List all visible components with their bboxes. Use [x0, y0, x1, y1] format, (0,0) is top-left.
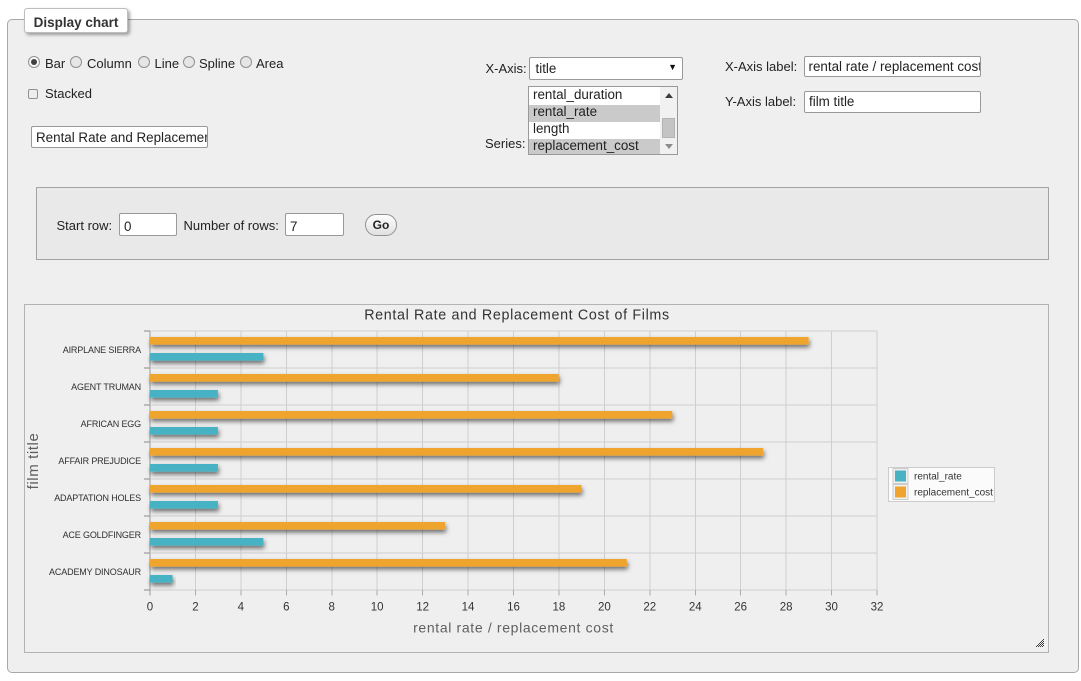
svg-text:30: 30 [825, 602, 838, 614]
svg-text:10: 10 [371, 602, 384, 614]
svg-text:AFRICAN EGG: AFRICAN EGG [81, 419, 142, 429]
svg-text:AIRPLANE SIERRA: AIRPLANE SIERRA [63, 345, 141, 355]
svg-text:6: 6 [283, 602, 289, 614]
svg-text:28: 28 [780, 602, 793, 614]
svg-text:14: 14 [462, 602, 475, 614]
svg-text:2: 2 [192, 602, 198, 614]
svg-text:ACE GOLDFINGER: ACE GOLDFINGER [63, 530, 142, 540]
svg-text:AFFAIR PREJUDICE: AFFAIR PREJUDICE [58, 456, 141, 466]
svg-text:24: 24 [689, 602, 702, 614]
svg-text:film title: film title [25, 433, 42, 490]
svg-text:AGENT TRUMAN: AGENT TRUMAN [71, 382, 141, 392]
svg-text:8: 8 [329, 602, 335, 614]
svg-text:18: 18 [553, 602, 566, 614]
svg-text:ADAPTATION HOLES: ADAPTATION HOLES [54, 493, 141, 503]
svg-text:12: 12 [416, 602, 429, 614]
svg-text:ACADEMY DINOSAUR: ACADEMY DINOSAUR [49, 567, 142, 577]
svg-text:4: 4 [238, 602, 245, 614]
svg-text:rental_rate: rental_rate [914, 472, 962, 483]
svg-text:Rental Rate and Replacement Co: Rental Rate and Replacement Cost of Film… [364, 308, 670, 324]
svg-text:26: 26 [734, 602, 747, 614]
svg-text:32: 32 [871, 602, 884, 614]
svg-text:rental rate / replacement cost: rental rate / replacement cost [413, 620, 614, 636]
svg-text:replacement_cost: replacement_cost [914, 488, 993, 499]
svg-text:20: 20 [598, 602, 611, 614]
svg-text:0: 0 [147, 602, 153, 614]
svg-text:16: 16 [507, 602, 520, 614]
svg-text:22: 22 [643, 602, 656, 614]
